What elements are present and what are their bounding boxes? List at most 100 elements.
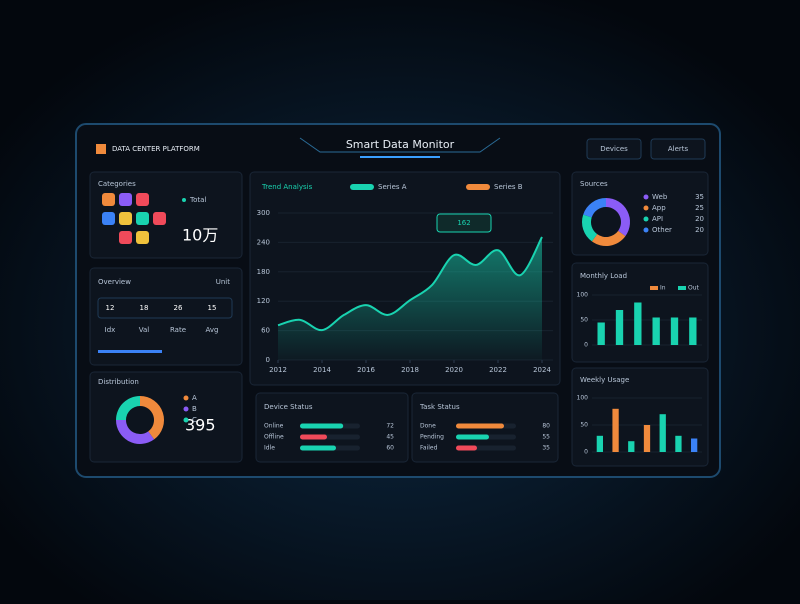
- stat-box: [97, 297, 233, 319]
- donut-segment: [115, 420, 155, 445]
- y-tick-label: 0: [266, 356, 270, 364]
- bar: [652, 317, 660, 345]
- legend-label: API: [652, 215, 663, 223]
- bar: [615, 310, 624, 345]
- cell-value: 18: [140, 304, 149, 312]
- legend-label: In: [660, 285, 666, 292]
- row-value: 80: [542, 423, 550, 430]
- donut-segment: [116, 396, 140, 420]
- bar: [628, 441, 635, 452]
- card-title: Categories: [98, 180, 136, 188]
- divider: [98, 350, 162, 353]
- legend-label: App: [652, 204, 666, 212]
- legend-label: Other: [652, 226, 672, 234]
- y-tick-label: 0: [584, 342, 588, 349]
- legend-dot: [183, 417, 189, 423]
- legend-label: Out: [688, 285, 700, 292]
- stat: 10万: [182, 226, 218, 245]
- progress: [300, 423, 344, 429]
- cell-value: 26: [174, 304, 183, 312]
- legend-dot: [183, 406, 189, 412]
- y-tick-label: 0: [584, 449, 588, 456]
- legend-swatch: [650, 286, 658, 290]
- cell-label: Rate: [170, 326, 186, 334]
- y-tick-label: 180: [257, 268, 270, 276]
- cell-label: Avg: [206, 326, 219, 334]
- cell-label: Idx: [105, 326, 116, 334]
- legend-label: B: [192, 405, 197, 413]
- row-label: Failed: [420, 445, 438, 452]
- donut-segment: [583, 198, 606, 218]
- x-tick-label: 2018: [401, 366, 419, 374]
- donut-segment: [606, 198, 631, 237]
- line: [277, 236, 543, 332]
- y-tick-label: 240: [257, 238, 270, 246]
- icon-grid: [102, 193, 166, 244]
- legend-swatch: [350, 184, 374, 190]
- stat-label: Total: [189, 196, 206, 204]
- bar: [612, 408, 619, 452]
- legend-value: 20: [695, 215, 704, 223]
- card: [571, 367, 709, 467]
- row-value: 60: [386, 445, 394, 452]
- y-tick-label: 60: [261, 327, 270, 335]
- dot: [182, 198, 186, 202]
- y-tick-label: 100: [577, 292, 589, 299]
- cell-label: Val: [139, 326, 150, 334]
- button[interactable]: [586, 138, 642, 160]
- row-label: Pending: [420, 434, 444, 441]
- progress: [456, 434, 489, 440]
- total: 395: [185, 416, 216, 435]
- progress: [456, 445, 477, 451]
- card: [571, 171, 709, 256]
- card-title: Device Status: [264, 403, 313, 411]
- card-title: Monthly Load: [580, 272, 627, 280]
- y-tick-label: 120: [257, 297, 270, 305]
- card-title: Distribution: [98, 378, 139, 386]
- bar: [597, 322, 605, 345]
- x-tick-label: 2024: [533, 366, 551, 374]
- row-label: Offline: [264, 434, 284, 441]
- y-tick-label: 50: [580, 317, 588, 324]
- progress: [300, 445, 336, 451]
- x-tick-label: 2016: [357, 366, 375, 374]
- row-value: 55: [542, 434, 550, 441]
- card: [89, 267, 243, 366]
- row-value: 45: [386, 434, 394, 441]
- button[interactable]: [650, 138, 706, 160]
- legend-value: 25: [695, 204, 704, 212]
- legend-swatch: [466, 184, 490, 190]
- bar: [634, 302, 642, 345]
- brand-icon: [96, 144, 106, 154]
- legend-dot: [643, 194, 649, 200]
- row-label: Done: [420, 423, 436, 430]
- donut-segment: [140, 396, 165, 440]
- cell-value: 15: [208, 304, 217, 312]
- y-tick-label: 50: [580, 422, 588, 429]
- legend-dot: [643, 227, 649, 233]
- x-tick-label: 2020: [445, 366, 463, 374]
- legend-dot: [643, 205, 649, 211]
- x-tick-label: 2014: [313, 366, 331, 374]
- legend-label: Series B: [494, 183, 523, 191]
- button-label[interactable]: Alerts: [668, 145, 689, 153]
- progress: [300, 434, 327, 440]
- legend-label: C: [192, 416, 197, 424]
- donut-segment: [591, 230, 626, 247]
- bar: [670, 317, 679, 345]
- legend-label: Web: [652, 193, 668, 201]
- x-tick-label: 2022: [489, 366, 507, 374]
- legend-value: 20: [695, 226, 704, 234]
- row-value: 72: [386, 423, 394, 430]
- bar: [643, 425, 651, 452]
- cell-value: 12: [106, 304, 115, 312]
- bar: [675, 435, 682, 452]
- donut-segment: [581, 214, 598, 242]
- area: [278, 237, 542, 360]
- row-value: 35: [542, 445, 550, 452]
- button-label[interactable]: Devices: [600, 145, 628, 153]
- card-title: Task Status: [419, 403, 460, 411]
- legend-dot: [643, 216, 649, 222]
- y-tick-label: 100: [577, 395, 589, 402]
